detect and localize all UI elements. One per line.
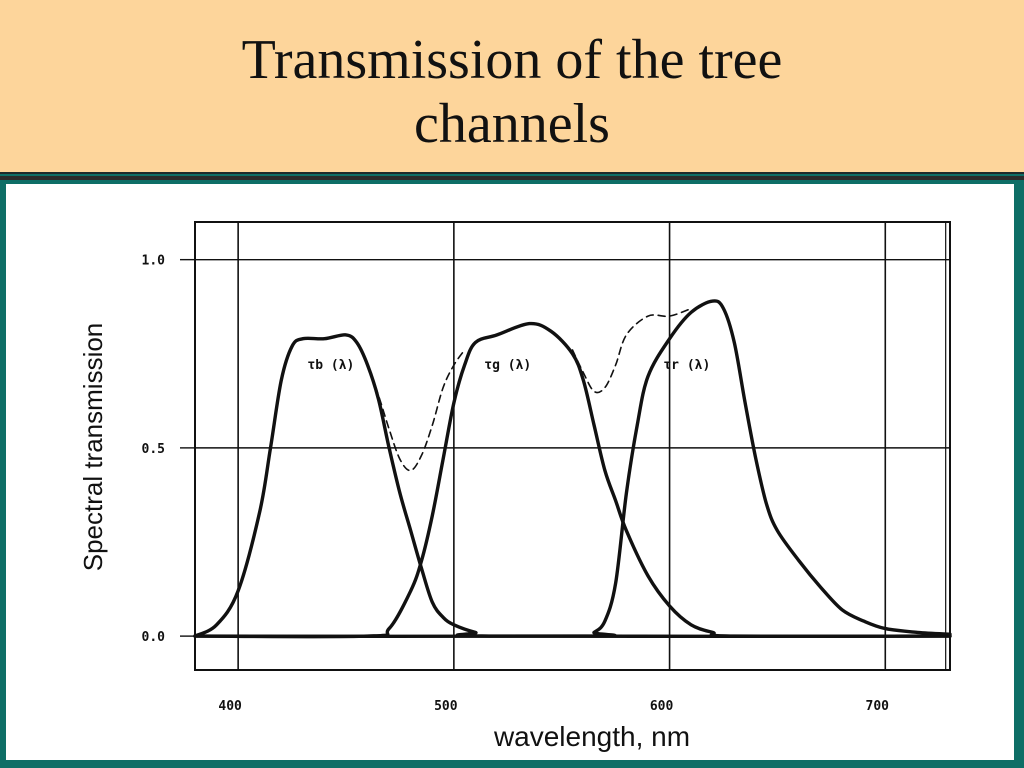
tick-labels: 400 500 600 700 0.0 0.5 1.0 (142, 254, 890, 714)
series-line-1 (193, 321, 952, 639)
series-line-0 (193, 333, 952, 639)
plot-frame (194, 221, 951, 671)
slide-header (0, 0, 1024, 174)
slide-title: Transmission of the tree channels (0, 28, 1024, 156)
slide-title-line-2: channels (414, 93, 610, 155)
y-axis-label: Spectral transmission (78, 323, 108, 572)
series-line-dashed (571, 307, 692, 394)
y-tick-label: 1.0 (142, 254, 166, 269)
slide-title-line-1: Transmission of the tree (241, 29, 783, 91)
x-axis-label: wavelength, nm (493, 721, 690, 752)
x-tick-label: 600 (650, 699, 674, 714)
series-label: τg (λ) (484, 358, 531, 373)
y-tick-label: 0.0 (142, 630, 166, 645)
series-labels: τb (λ) τg (λ) τr (λ) (307, 358, 710, 373)
chart-panel (6, 184, 1014, 760)
series-label: τb (λ) (307, 358, 354, 373)
x-tick-label: 400 (218, 699, 242, 714)
y-tick-label: 0.5 (142, 442, 165, 457)
x-tick-label: 500 (434, 699, 458, 714)
series-lines (193, 299, 952, 639)
header-divider (0, 176, 1024, 180)
series-line-2 (193, 299, 952, 639)
x-tick-label: 700 (866, 699, 890, 714)
grid (180, 221, 951, 671)
series-line-dashed (356, 341, 466, 472)
series-label: τr (λ) (663, 358, 710, 373)
